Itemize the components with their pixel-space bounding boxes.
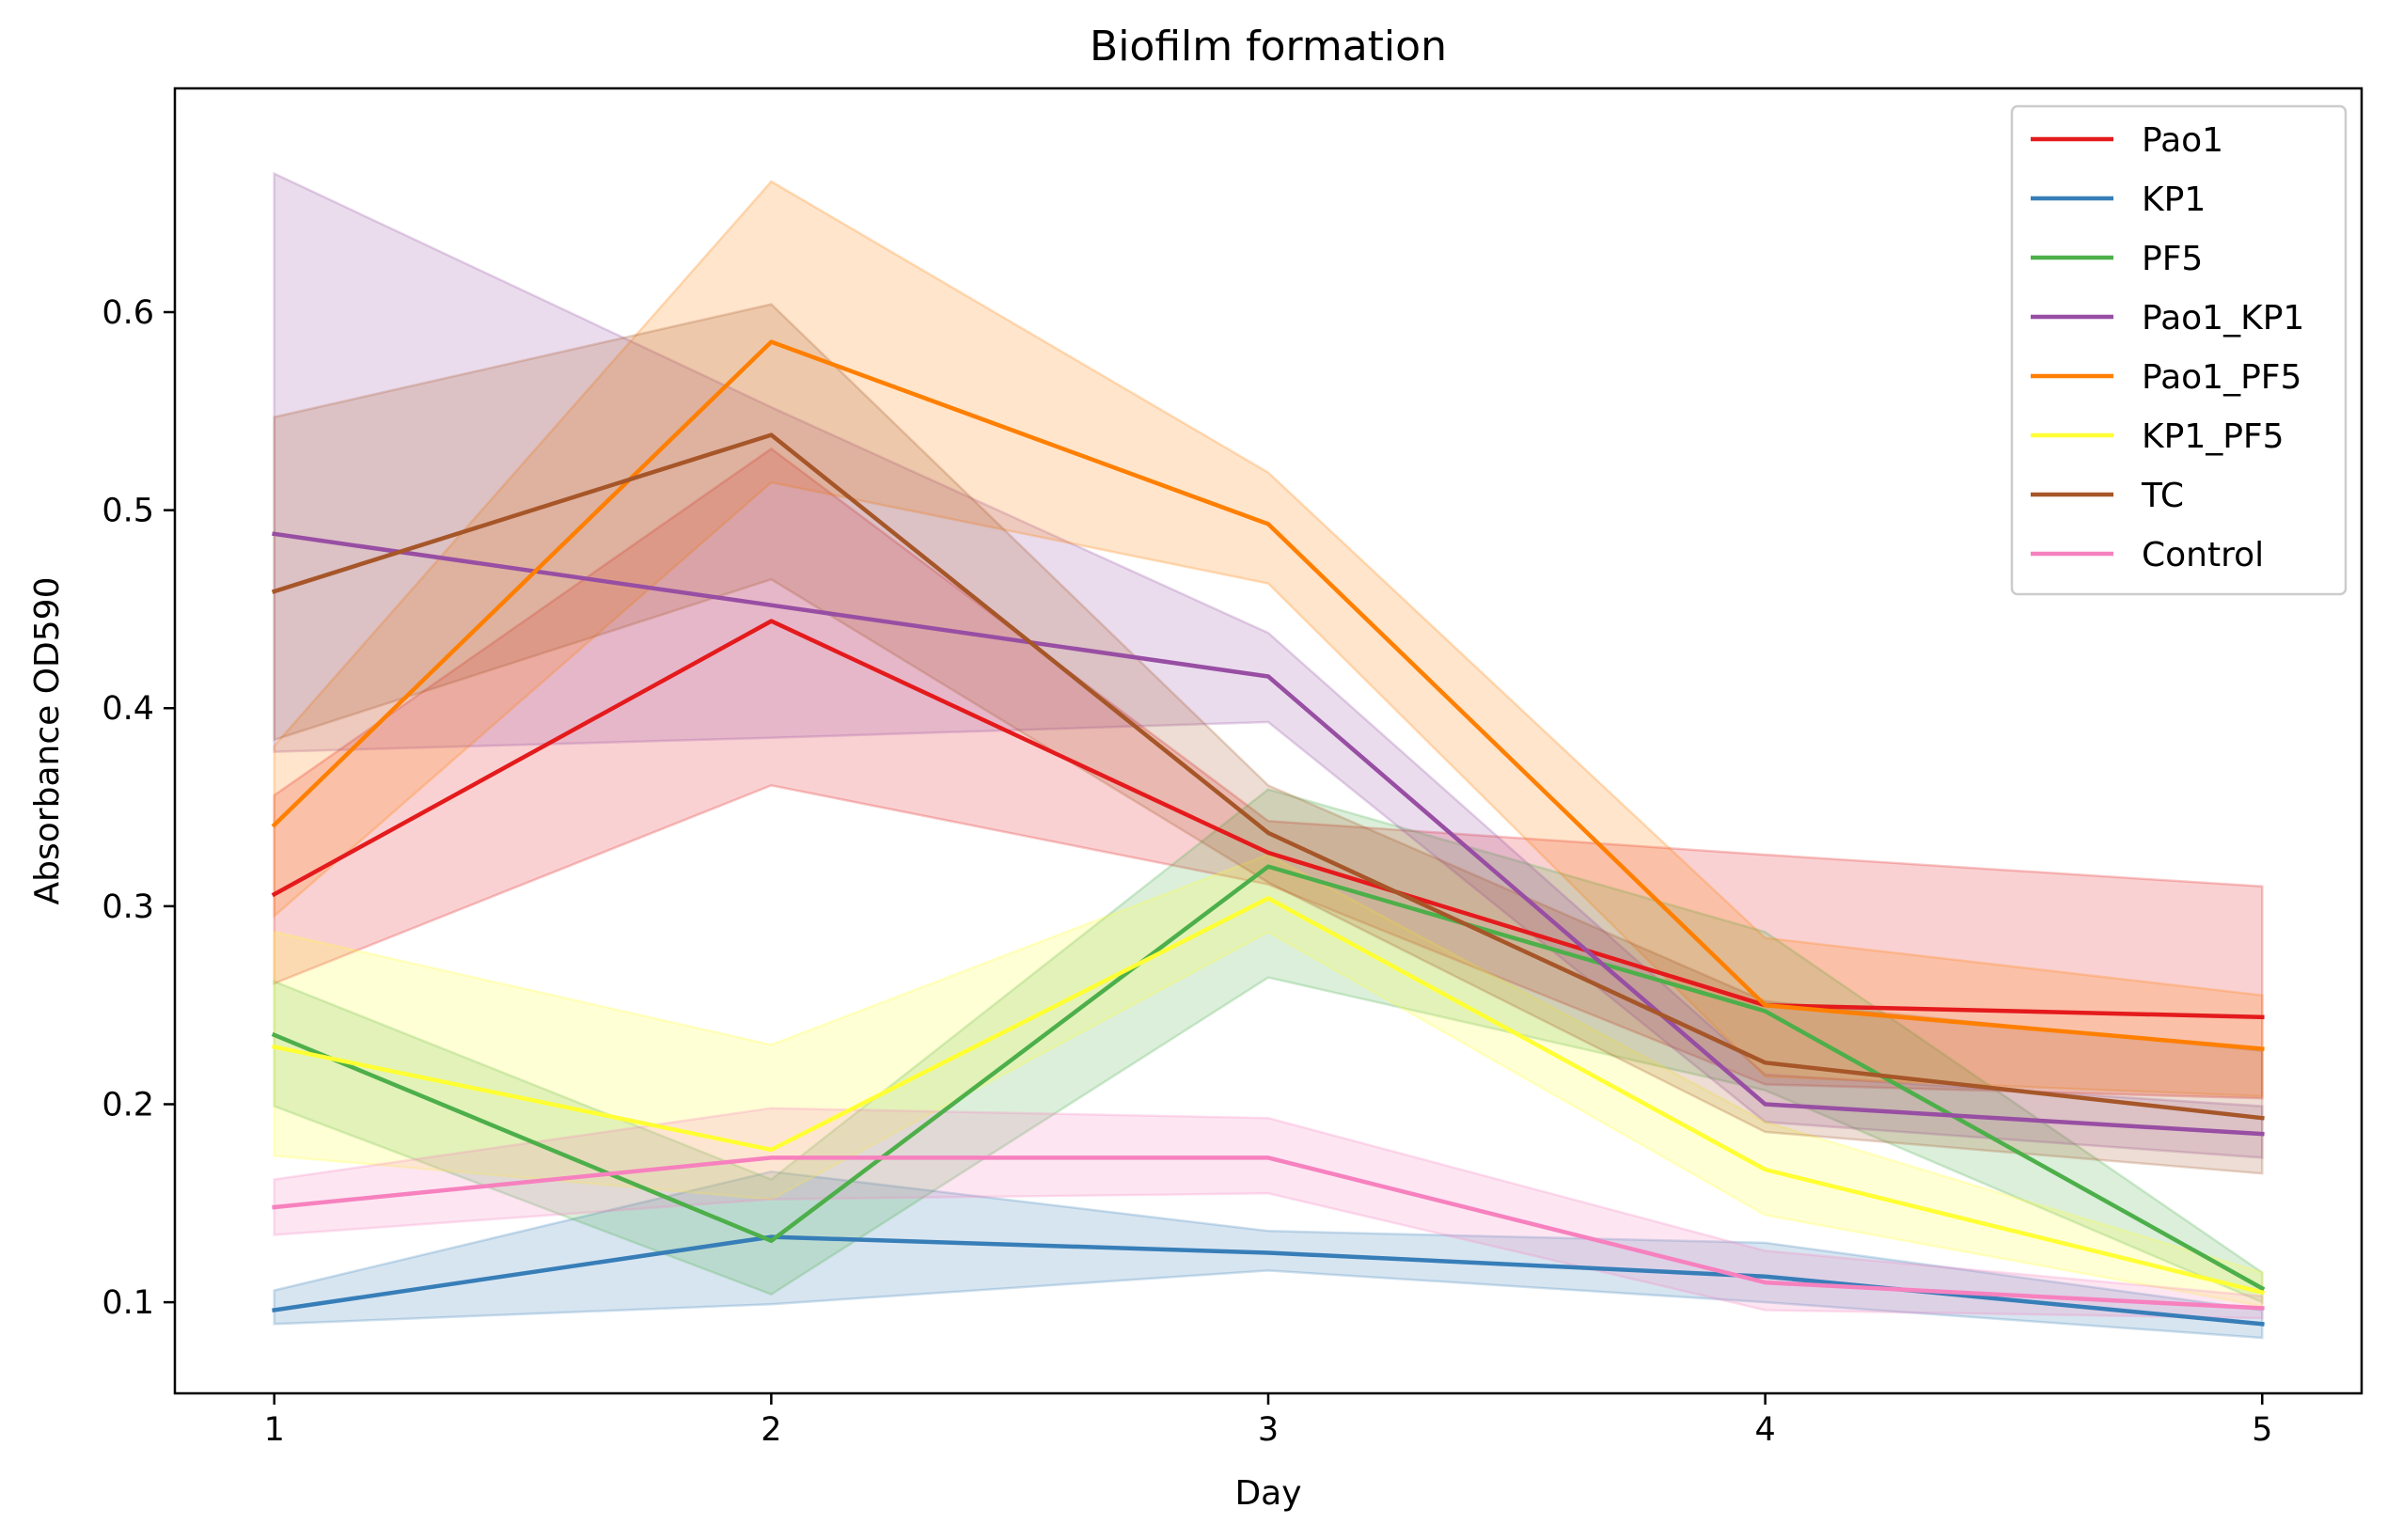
line-pao1-kp1 [272,531,2265,1137]
point-kp1-pf5-day-4 [1765,1170,1766,1171]
line-kp1-pf5 [272,896,2266,1296]
legend-label-pf5: PF5 [2142,240,2203,278]
line-tc [271,432,2265,1121]
point-pao1-day-3 [1268,853,1269,854]
point-pao1-kp1-day-5 [2262,1134,2263,1135]
point-control-day-5 [2262,1308,2263,1309]
point-pao1-kp1-day-3 [1268,676,1269,677]
y-axis: 0.1 0.2 0.3 0.4 0.5 0.6 [102,294,175,1322]
legend-label-kp1: KP1 [2142,181,2206,219]
band-pf5 [273,788,2264,1304]
legend-label-pao1: Pao1 [2142,121,2223,160]
point-pf5-day-1 [274,1034,275,1035]
confidence-bands [273,171,2264,1340]
line-pao1 [271,619,2265,1020]
point-kp1-day-3 [1268,1252,1269,1253]
band-pao1-kp1 [273,171,2264,1159]
y-tick-label: 0.4 [102,690,154,728]
point-pao1-kp1-day-4 [1765,1104,1766,1105]
series-lines [271,339,2266,1327]
y-tick-label: 0.6 [102,294,154,332]
y-tick-label: 0.2 [102,1086,154,1124]
line-control [272,1155,2265,1311]
point-tc-day-3 [1268,832,1269,833]
legend-label-control: Control [2142,536,2264,574]
point-kp1-pf5-day-3 [1268,898,1269,899]
point-tc-day-5 [2262,1118,2263,1119]
chart-title: Biofilm formation [1090,23,1447,71]
legend: Pao1 KP1 PF5 Pao1_KP1 Pao1_PF5 KP1_PF5 TC Contr… [2010,104,2348,596]
point-pao1-day-1 [274,894,275,895]
point-pao1-pf5-day-5 [2262,1048,2263,1049]
point-kp1-day-5 [2262,1324,2263,1325]
point-control-day-2 [771,1157,772,1158]
point-pao1-kp1-day-1 [274,533,275,534]
y-tick-label: 0.3 [102,888,154,926]
y-tick-label: 0.1 [102,1284,154,1322]
x-tick-label: 3 [1258,1411,1279,1449]
point-tc-day-2 [771,434,772,435]
point-tc-day-4 [1765,1062,1766,1063]
x-tick-label: 1 [264,1411,285,1449]
legend-box [2010,104,2348,596]
point-pao1-pf5-day-3 [1268,524,1269,525]
x-axis-label: Day [1234,1474,1301,1513]
point-kp1-pf5-day-1 [274,1046,275,1047]
point-kp1-pf5-day-5 [2262,1292,2263,1293]
point-kp1-day-2 [771,1236,772,1237]
x-tick-label: 5 [2252,1411,2272,1449]
point-control-day-4 [1765,1282,1766,1283]
point-kp1-day-1 [274,1310,275,1311]
band-tc [273,303,2264,1175]
y-tick-label: 0.5 [102,493,154,530]
point-kp1-pf5-day-2 [771,1149,772,1150]
legend-label-pao1-pf5: Pao1_PF5 [2142,358,2301,397]
point-tc-day-1 [274,591,275,592]
x-tick-label: 4 [1754,1411,1775,1449]
band-pao1 [273,447,2264,1100]
point-pf5-day-2 [771,1240,772,1241]
band-pao1-pf5 [273,180,2264,1098]
x-tick-label: 2 [761,1411,781,1449]
point-control-day-3 [1268,1157,1269,1158]
line-pao1-pf5 [271,339,2265,1051]
point-pf5-day-5 [2262,1288,2263,1289]
y-axis-label: Absorbance OD590 [28,577,67,905]
point-pao1-pf5-day-4 [1765,1005,1766,1006]
legend-label-tc: TC [2141,477,2184,515]
point-pf5-day-4 [1765,1011,1766,1012]
x-axis: 1 2 3 4 5 [264,1393,2272,1449]
point-kp1-day-4 [1765,1276,1766,1277]
legend-label-kp1-pf5: KP1_PF5 [2142,417,2285,456]
legend-label-pao1-kp1: Pao1_KP1 [2142,299,2304,338]
point-pf5-day-3 [1268,866,1269,867]
point-pao1-day-5 [2262,1016,2263,1017]
point-control-day-1 [274,1207,275,1208]
point-pao1-pf5-day-2 [771,341,772,342]
band-control [273,1107,2264,1320]
